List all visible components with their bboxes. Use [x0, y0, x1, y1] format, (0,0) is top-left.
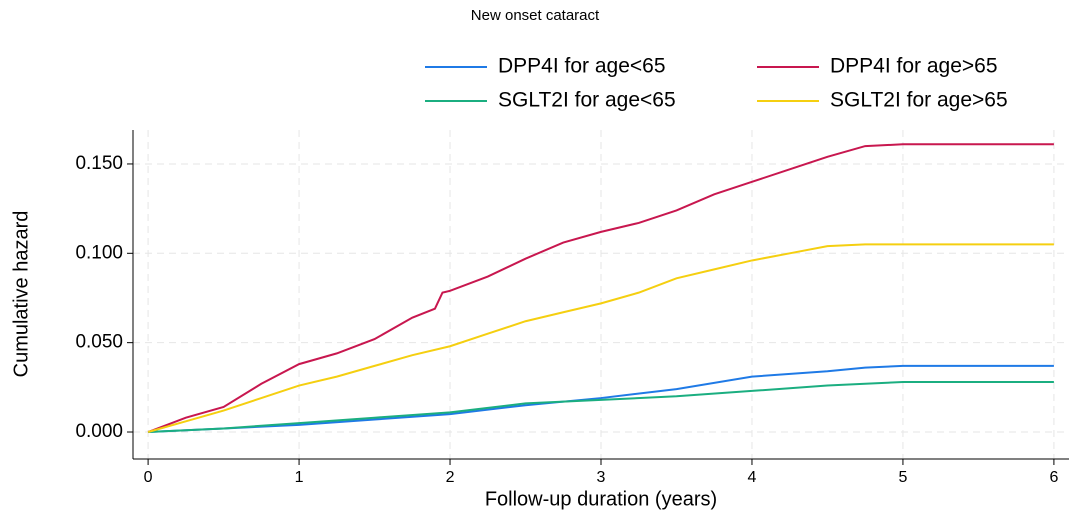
- x-tick-label: 2: [446, 469, 455, 486]
- legend-label: DPP4I for age<65: [498, 55, 666, 78]
- legend-label: SGLT2I for age<65: [498, 89, 676, 112]
- x-tick-label: 5: [898, 469, 907, 486]
- x-axis-title: Follow-up duration (years): [485, 488, 717, 510]
- y-tick-label: 0.000: [75, 421, 123, 442]
- series-line: [148, 364, 1054, 434]
- legend-label: DPP4I for age>65: [830, 55, 998, 78]
- legend-label: SGLT2I for age>65: [830, 89, 1008, 112]
- x-tick-label: 1: [295, 469, 304, 486]
- y-axis-title: Cumulative hazard: [10, 211, 32, 378]
- x-tick-label: 6: [1049, 469, 1058, 486]
- x-tick-label: 3: [597, 469, 606, 486]
- series-line: [147, 243, 1054, 433]
- series-line: [148, 380, 1054, 434]
- y-tick-label: 0.100: [75, 242, 123, 263]
- x-tick-label: 4: [748, 469, 757, 486]
- y-tick-label: 0.050: [75, 332, 123, 353]
- y-tick-label: 0.150: [75, 153, 123, 174]
- series-line: [147, 143, 1054, 433]
- x-tick-label: 0: [144, 469, 153, 486]
- chart-title: New onset cataract: [471, 7, 600, 24]
